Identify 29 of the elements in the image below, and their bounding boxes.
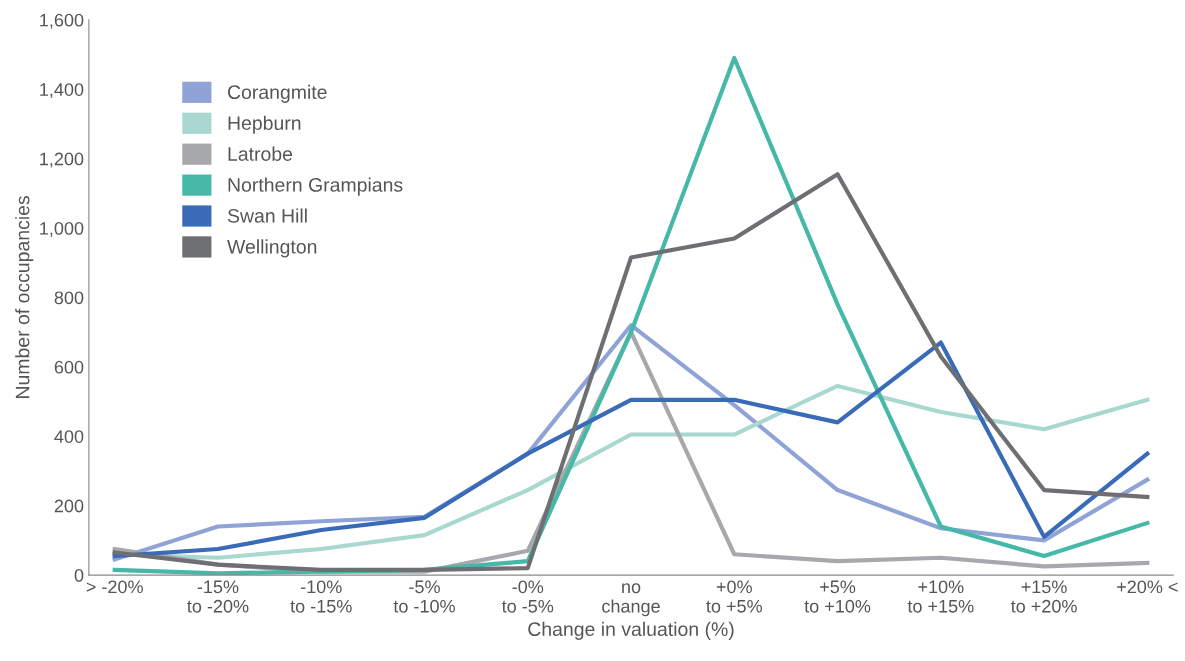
x-tick-label: +10% to +15% (907, 580, 974, 613)
legend-label: Corangmite (227, 84, 327, 103)
y-axis-title: Number of occupancies (15, 196, 34, 398)
x-tick-label: -5% to -10% (393, 580, 455, 613)
y-tick-label: 400 (54, 430, 84, 443)
x-axis-title: Change in valuation (%) (528, 621, 734, 640)
y-tick-label: 800 (54, 291, 84, 305)
x-tick-label: -10% to -15% (290, 580, 352, 613)
x-tick-label: +20% < (1117, 580, 1178, 594)
x-tick-label: +0% to +5% (706, 580, 762, 613)
legend-label: Hepburn (228, 115, 301, 134)
x-tick-label: +5% to +10% (804, 580, 871, 613)
y-tick-label: 0 (74, 569, 84, 582)
x-tick-label: +15% to +20% (1010, 580, 1077, 613)
legend-label: Wellington (227, 239, 317, 258)
y-tick-label: 600 (54, 360, 84, 374)
y-tick-label: 1,400 (40, 83, 84, 99)
y-tick-label: 1,200 (40, 152, 84, 168)
x-tick-label: no change (602, 583, 660, 617)
legend-label: Swan Hill (227, 208, 307, 223)
line-series (112, 172, 1150, 572)
x-tick-label: -0% to -5% (501, 580, 554, 613)
x-tick-label: > -20% (86, 580, 143, 594)
legend-label: Northern Grampians (228, 177, 403, 196)
y-tick-label: 200 (54, 499, 84, 513)
x-tick-label: -15% to -20% (187, 580, 249, 613)
y-tick-label: 1,000 (40, 221, 84, 237)
y-tick-label: 1,600 (40, 13, 84, 29)
legend-label: Latrobe (228, 146, 293, 161)
